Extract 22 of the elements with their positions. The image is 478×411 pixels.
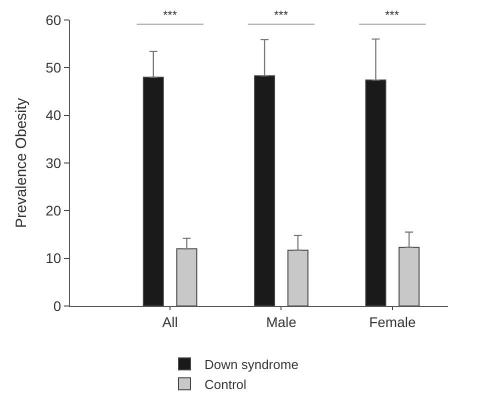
y-tick-label: 50 <box>46 60 62 76</box>
annotation: *** <box>163 8 178 22</box>
y-tick-label: 40 <box>46 107 62 124</box>
x-tick-label: Male <box>266 314 297 330</box>
bar <box>287 250 308 306</box>
x-tick-label: Female <box>369 314 416 330</box>
bar <box>176 248 198 306</box>
x-tick-label: All <box>162 314 178 330</box>
annotation: *** <box>274 8 288 22</box>
y-axis-title: Prevalence Obesity <box>12 97 30 228</box>
bar <box>398 246 420 306</box>
y-tick-label: 0 <box>53 298 62 314</box>
bar <box>254 75 276 306</box>
bar <box>142 76 164 306</box>
y-tick-label: 20 <box>46 202 62 219</box>
bar <box>365 80 386 306</box>
y-tick-label: 10 <box>46 250 62 266</box>
legend-label: Control <box>204 376 247 392</box>
legend-label: Down syndrome <box>204 356 298 372</box>
annotation: *** <box>385 8 400 22</box>
y-tick-label: 60 <box>46 12 62 28</box>
y-tick-label: 30 <box>46 154 62 171</box>
